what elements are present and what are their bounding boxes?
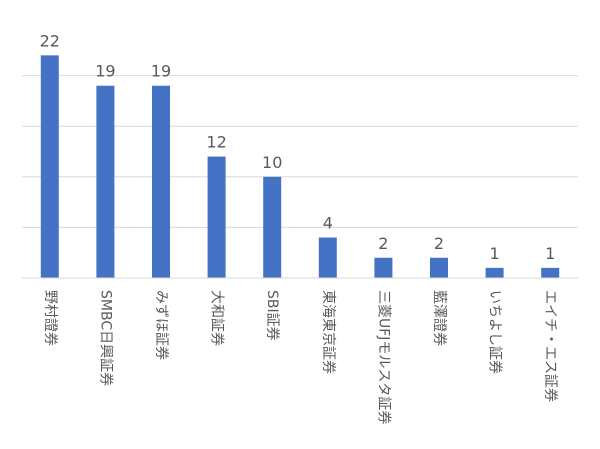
data-label: 4 (323, 214, 333, 233)
data-label: 2 (434, 234, 444, 253)
bar (207, 156, 226, 278)
data-label: 2 (378, 234, 388, 253)
category-label: 藍澤證券 (431, 290, 448, 346)
category-label: 大和証券 (209, 290, 225, 346)
data-label: 22 (40, 31, 60, 50)
bar (96, 85, 115, 278)
bar (430, 257, 448, 278)
data-label: 19 (95, 62, 115, 81)
bars (40, 55, 560, 278)
data-label: 10 (262, 153, 282, 172)
category-label: エイチ・エス証券 (542, 290, 558, 402)
bar (152, 85, 170, 278)
bar (318, 237, 337, 278)
category-label: 野村證券 (42, 290, 59, 346)
bar (263, 176, 282, 278)
data-label: 19 (151, 62, 171, 81)
category-label: みずほ証券 (153, 290, 169, 360)
category-label: いちよし証券 (487, 290, 503, 374)
category-label: SMBC日興証券 (97, 290, 113, 386)
bar (485, 267, 504, 278)
bar (374, 257, 393, 278)
data-label: 1 (545, 244, 555, 263)
category-label: 東海東京証券 (320, 290, 336, 374)
category-label: SBI証券 (264, 290, 280, 341)
data-label: 12 (206, 133, 226, 152)
gridlines (22, 75, 578, 228)
category-labels: 野村證券 SMBC日興証券 みずほ証券 大和証券 SBI証券 東海東京証券 三菱UFJモルス… (42, 290, 558, 424)
bar (541, 267, 560, 278)
data-label: 1 (490, 244, 500, 263)
bar (40, 55, 59, 278)
category-label: 三菱UFJモルスタ証券 (375, 290, 391, 424)
